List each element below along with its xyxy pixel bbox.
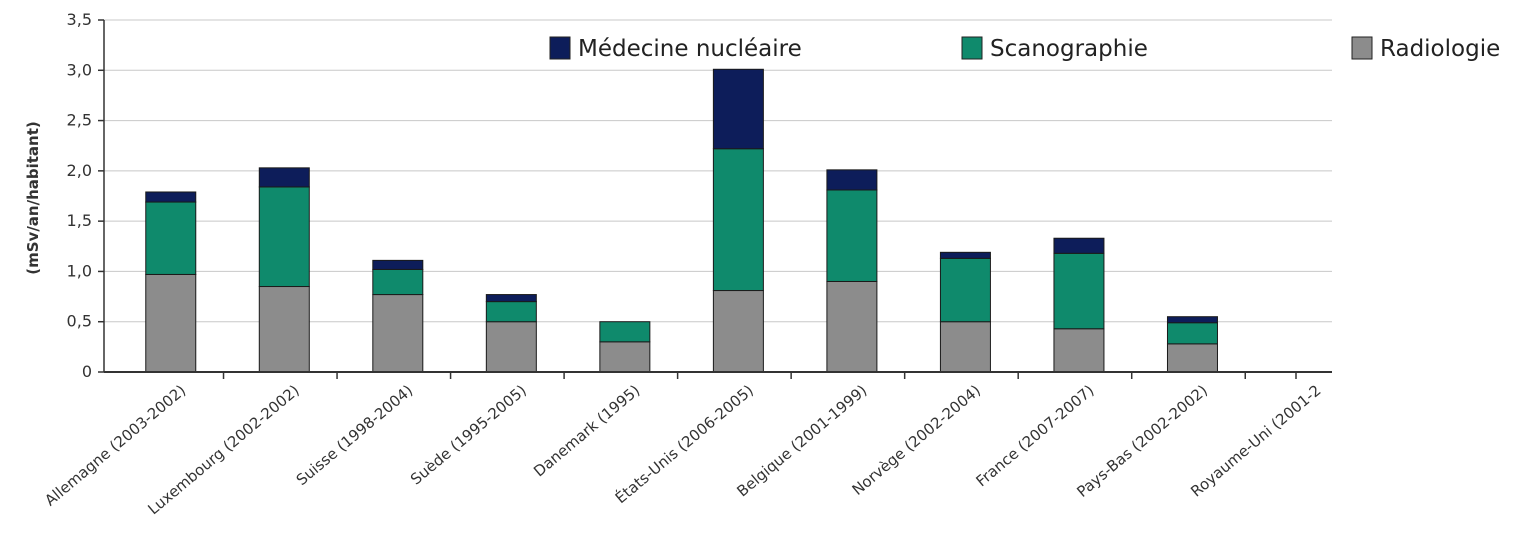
axes: [103, 20, 1332, 379]
y-tick-label: 3,5: [67, 10, 92, 29]
bar-segment: [485, 321, 537, 373]
bar-segment: [599, 321, 651, 343]
x-tick-label: France (2007-2007): [972, 381, 1097, 490]
legend-swatch: [961, 36, 983, 60]
y-axis-title: (mSv/an/habitant): [24, 121, 42, 275]
bar-segment: [145, 201, 197, 275]
bar-segment: [1166, 322, 1218, 345]
x-tick-labels: Allemagne (2003-2002)Luxembourg (2002-20…: [41, 381, 1324, 519]
bars: [145, 68, 1218, 373]
bar-segment: [712, 290, 764, 373]
bar-segment: [372, 268, 424, 296]
bar-segment: [145, 191, 197, 203]
bar-segment: [258, 286, 310, 373]
legend-swatch: [1351, 36, 1373, 60]
bar-segment: [712, 68, 764, 150]
bar-segment: [826, 280, 878, 373]
bar-segment: [1166, 316, 1218, 324]
bar-segment: [1166, 343, 1218, 373]
bar-segment: [599, 341, 651, 373]
bar-segment: [145, 273, 197, 373]
bar-segment: [372, 294, 424, 373]
bar-segment: [372, 259, 424, 270]
bar-segment: [712, 148, 764, 292]
bar-segment: [826, 169, 878, 191]
x-tick-label: Suède (1995-2005): [407, 381, 530, 488]
bar-segment: [1053, 237, 1105, 254]
y-tick-labels: 0 0,5 1,0 1,5 2,0 2,5 3,0 3,5: [67, 10, 92, 381]
legend-label: Médecine nucléaire: [578, 36, 802, 62]
bar-segment: [485, 294, 537, 303]
x-tick-label: Suisse (1998-2004): [293, 381, 417, 489]
y-tick-label: 1,0: [67, 261, 92, 280]
y-tick-label: 0: [82, 362, 92, 381]
y-tick-label: 2,0: [67, 161, 92, 180]
bar-segment: [939, 251, 991, 259]
bar-segment: [1053, 328, 1105, 373]
bar-segment: [485, 301, 537, 323]
legend: Médecine nucléaire Scanographie Radiologie: [549, 36, 1500, 62]
bar-segment: [258, 167, 310, 188]
x-tick-label: Royaume-Uni (2001-2: [1187, 381, 1324, 500]
legend-label: Scanographie: [990, 36, 1148, 62]
bar-segment: [1053, 252, 1105, 330]
bar-segment: [939, 321, 991, 373]
x-tick-label: Belgique (2001-1999): [733, 381, 870, 500]
x-tick-label: Danemark (1995): [530, 381, 643, 480]
bar-segment: [939, 257, 991, 323]
y-tick-label: 0,5: [67, 312, 92, 331]
legend-label: Radiologie: [1380, 36, 1500, 62]
y-tick-label: 2,5: [67, 111, 92, 130]
y-tick-label: 3,0: [67, 60, 92, 79]
y-tick-label: 1,5: [67, 211, 92, 230]
legend-swatch: [549, 36, 571, 60]
bar-segment: [826, 189, 878, 282]
bar-segment: [258, 186, 310, 288]
x-tick-label: Norvège (2002-2004): [849, 381, 984, 499]
